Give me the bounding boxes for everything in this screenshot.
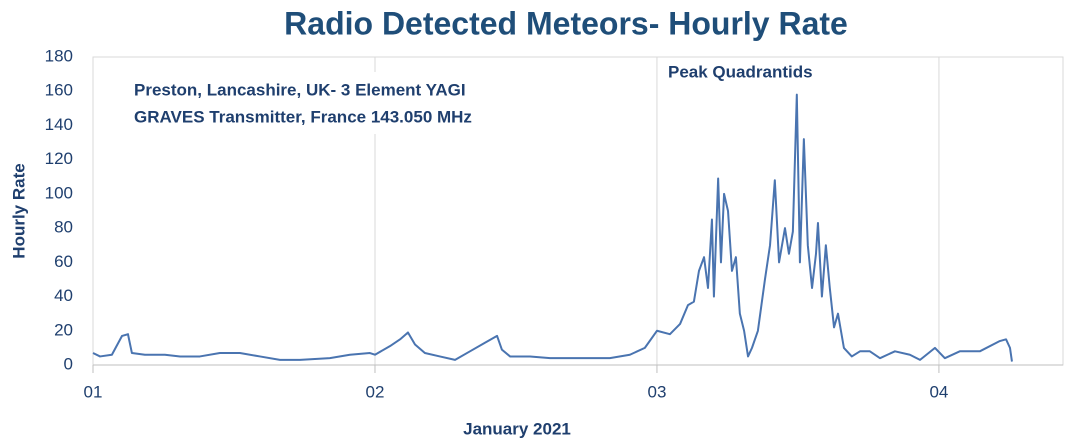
y-tick-label: 160 xyxy=(45,81,73,100)
x-axis-label: January 2021 xyxy=(463,419,571,438)
y-tick-label: 80 xyxy=(54,218,73,237)
data-line xyxy=(92,93,1013,362)
y-tick-label: 100 xyxy=(45,183,73,202)
x-tick-label: 01 xyxy=(84,382,103,401)
annotation: Peak Quadrantids xyxy=(668,62,813,81)
y-tick-label: 140 xyxy=(45,115,73,134)
x-tick-label: 02 xyxy=(366,382,385,401)
annotation-box xyxy=(122,72,542,134)
y-tick-label: 40 xyxy=(54,286,73,305)
x-tick-label: 04 xyxy=(929,382,948,401)
x-tick-label: 03 xyxy=(647,382,666,401)
y-tick-label: 180 xyxy=(45,46,73,65)
annotation: Preston, Lancashire, UK- 3 Element YAGI xyxy=(134,80,466,99)
y-tick-label: 60 xyxy=(54,252,73,271)
y-axis-label: Hourly Rate xyxy=(9,163,28,258)
y-tick-label: 20 xyxy=(54,320,73,339)
y-tick-label: 0 xyxy=(64,354,73,373)
annotation: GRAVES Transmitter, France 143.050 MHz xyxy=(134,107,472,126)
chart-title: Radio Detected Meteors- Hourly Rate xyxy=(284,5,848,41)
y-tick-label: 120 xyxy=(45,149,73,168)
